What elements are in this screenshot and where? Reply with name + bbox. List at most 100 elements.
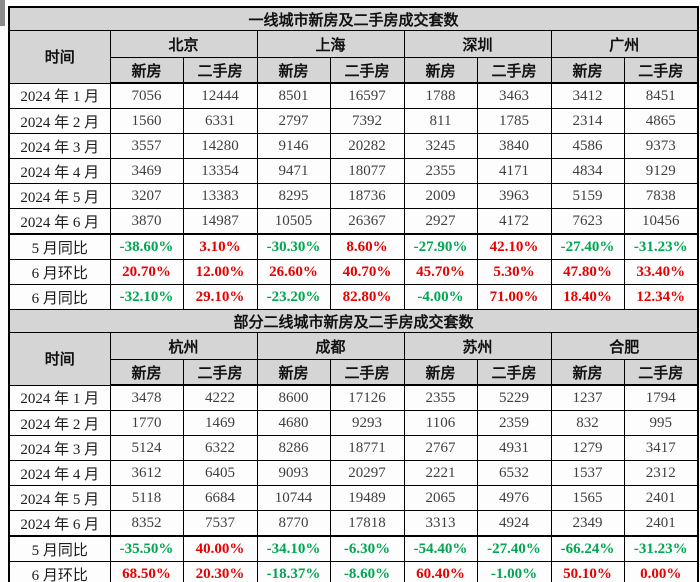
value-cell: 8451 — [623, 82, 699, 109]
value-cell: 2009 — [403, 183, 478, 209]
value-cell: 2401 — [623, 485, 699, 511]
value-cell: 4931 — [476, 435, 552, 461]
subcolumn-header: 新房 — [550, 359, 625, 386]
pct-value-cell: 8.60% — [329, 233, 405, 260]
value-cell: 4222 — [182, 384, 258, 411]
value-cell: 9129 — [623, 158, 699, 184]
value-cell: 8295 — [256, 183, 331, 209]
time-column-header: 时间 — [8, 332, 111, 386]
value-cell: 2314 — [550, 108, 625, 134]
value-cell: 3207 — [109, 183, 184, 209]
value-cell: 2065 — [403, 485, 478, 511]
screen-edge-artifact — [0, 0, 5, 26]
value-cell: 4924 — [476, 510, 552, 537]
value-cell: 1794 — [623, 384, 699, 411]
value-cell: 2359 — [476, 410, 552, 436]
value-cell: 20297 — [329, 460, 405, 486]
city-header: 苏州 — [403, 332, 552, 360]
subcolumn-header: 新房 — [403, 57, 478, 84]
value-cell: 17818 — [329, 510, 405, 537]
pct-value-cell: 12.34% — [623, 284, 699, 310]
city-header: 上海 — [256, 30, 405, 58]
month-label: 2024 年 5 月 — [8, 485, 111, 511]
value-cell: 9373 — [623, 133, 699, 159]
month-label: 2024 年 3 月 — [8, 133, 111, 159]
pct-value-cell: 42.10% — [476, 233, 552, 260]
value-cell: 3417 — [623, 435, 699, 461]
subcolumn-header: 二手房 — [623, 359, 699, 386]
value-cell: 4976 — [476, 485, 552, 511]
value-cell: 1537 — [550, 460, 625, 486]
value-cell: 5124 — [109, 435, 184, 461]
pct-value-cell: 0.00% — [623, 561, 699, 582]
housing-transactions-table: 一线城市新房及二手房成交套数 时间 北京 上海 深圳 广州 新房 二手房 新房 二手房 新房 二手房新… — [8, 6, 700, 582]
value-cell: 6322 — [182, 435, 258, 461]
value-cell: 6532 — [476, 460, 552, 486]
table-row: 2024 年 4 月 3469 13354 9471 18077 2355 4171 4834… — [8, 158, 699, 184]
subcolumn-header: 新房 — [109, 57, 184, 84]
value-cell: 1279 — [550, 435, 625, 461]
value-cell: 2349 — [550, 510, 625, 537]
value-cell: 9293 — [329, 410, 405, 436]
pct-value-cell: 60.40% — [403, 561, 478, 582]
subcolumn-header: 二手房 — [182, 57, 258, 84]
city-header: 深圳 — [403, 30, 552, 58]
value-cell: 8600 — [256, 384, 331, 411]
pct-value-cell: 5.30% — [476, 259, 552, 285]
value-cell: 3612 — [109, 460, 184, 486]
value-cell: 3463 — [476, 82, 552, 109]
city-header: 成都 — [256, 332, 405, 360]
month-label: 2024 年 3 月 — [8, 435, 111, 461]
pct-value-cell: 68.50% — [109, 561, 184, 582]
value-cell: 7838 — [623, 183, 699, 209]
pct-value-cell: 33.40% — [623, 259, 699, 285]
table-row: 5 月同比 -35.50% 40.00% -34.10% -6.30% -54.40% -2… — [8, 535, 699, 562]
table-row: 2024 年 6 月 3870 14987 10505 26367 2927 4172 762… — [8, 208, 699, 235]
city-header: 杭州 — [109, 332, 258, 360]
city-header: 广州 — [550, 30, 699, 58]
pct-value-cell: -35.50% — [109, 535, 184, 562]
table-row: 2024 年 2 月 1560 6331 2797 7392 811 1785 2314 486… — [8, 108, 699, 134]
city-header: 合肥 — [550, 332, 699, 360]
value-cell: 4172 — [476, 208, 552, 235]
table-row: 2024 年 1 月 7056 12444 8501 16597 1788 3463 3412… — [8, 82, 699, 109]
subcolumn-header: 二手房 — [329, 57, 405, 84]
value-cell: 5159 — [550, 183, 625, 209]
pct-value-cell: 71.00% — [476, 284, 552, 310]
pct-value-cell: 40.70% — [329, 259, 405, 285]
value-cell: 19489 — [329, 485, 405, 511]
subcolumn-header: 二手房 — [623, 57, 699, 84]
value-cell: 2355 — [403, 158, 478, 184]
table-row: 5 月同比 -38.60% 3.10% -30.30% 8.60% -27.90% 42.1… — [8, 233, 699, 260]
value-cell: 14280 — [182, 133, 258, 159]
value-cell: 9146 — [256, 133, 331, 159]
value-cell: 10456 — [623, 208, 699, 235]
pct-value-cell: -4.00% — [403, 284, 478, 310]
value-cell: 3870 — [109, 208, 184, 235]
subcolumn-header: 二手房 — [476, 359, 552, 386]
section-title-row: 一线城市新房及二手房成交套数 — [8, 6, 699, 31]
table-row: 2024 年 3 月 3557 14280 9146 20282 3245 3840 4586… — [8, 133, 699, 159]
section-title: 部分二线城市新房及二手房成交套数 — [8, 309, 699, 333]
pct-row-label: 5 月同比 — [8, 535, 111, 562]
pct-value-cell: 18.40% — [550, 284, 625, 310]
value-cell: 811 — [403, 108, 478, 134]
pct-row-label: 6 月同比 — [8, 284, 111, 310]
value-cell: 6684 — [182, 485, 258, 511]
subcolumn-header: 新房 — [403, 359, 478, 386]
pct-value-cell: -38.60% — [109, 233, 184, 260]
pct-row-label: 6 月环比 — [8, 561, 111, 582]
value-cell: 8286 — [256, 435, 331, 461]
value-cell: 3557 — [109, 133, 184, 159]
value-cell: 3313 — [403, 510, 478, 537]
pct-value-cell: 29.10% — [182, 284, 258, 310]
pct-value-cell: 50.10% — [550, 561, 625, 582]
value-cell: 17126 — [329, 384, 405, 411]
pct-value-cell: -54.40% — [403, 535, 478, 562]
value-cell: 9471 — [256, 158, 331, 184]
month-label: 2024 年 2 月 — [8, 108, 111, 134]
value-cell: 7392 — [329, 108, 405, 134]
subcolumn-header: 新房 — [550, 57, 625, 84]
value-cell: 10505 — [256, 208, 331, 235]
city-header-row: 时间 北京 上海 深圳 广州 — [8, 30, 699, 84]
